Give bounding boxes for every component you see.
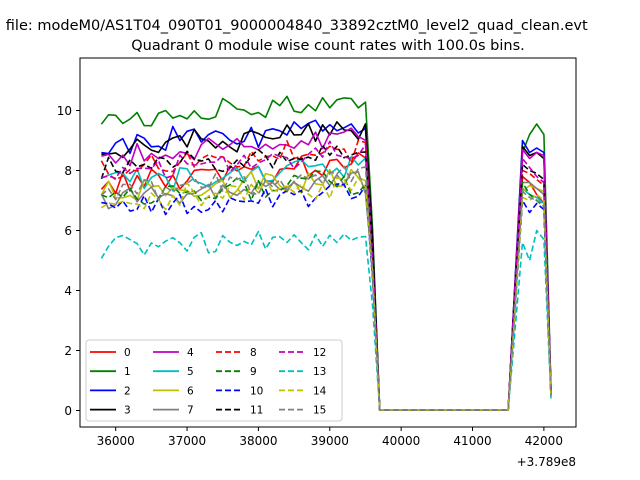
y-tick-label: 4 [64,284,72,298]
y-tick-label: 8 [64,164,72,178]
x-tick-label: 42000 [525,434,563,448]
legend-label-3: 3 [124,405,131,417]
legend-label-15: 15 [313,405,326,417]
series-line-12 [101,140,552,411]
series-line-1 [100,95,552,411]
series-layer [100,95,552,411]
x-tick-label: 38000 [239,434,277,448]
plot-frame [79,57,577,428]
chart-title: Quadrant 0 module wise count rates with … [131,38,525,54]
series-line-13 [100,229,552,411]
y-tick-label: 10 [57,104,72,118]
legend-label-5: 5 [187,366,194,378]
figure-suptitle: n file: modeM0/AS1T04_090T01_9000004840_… [0,18,588,34]
legend-label-9: 9 [250,366,257,378]
legend-label-8: 8 [250,347,257,359]
x-offset-label: +3.789e8 [517,455,576,469]
series-line-3 [101,121,552,411]
series-line-15 [100,165,552,411]
legend-label-6: 6 [187,385,194,397]
y-tick-label: 0 [64,404,72,418]
legend-label-14: 14 [313,385,327,397]
y-axis: 0 2 4 6 8 10 [57,104,80,418]
x-tick-label: 40000 [382,434,420,448]
legend-label-10: 10 [250,385,263,397]
legend-label-1: 1 [124,366,131,378]
legend-label-12: 12 [313,347,326,359]
y-tick-label: 6 [64,224,72,238]
legend-label-2: 2 [124,385,131,397]
legend-label-7: 7 [187,405,194,417]
legend-label-13: 13 [313,366,326,378]
x-tick-label: 39000 [311,434,349,448]
y-tick-label: 2 [64,344,72,358]
x-tick-label: 41000 [453,434,491,448]
x-axis: 36000 37000 38000 39000 40000 41000 42000 [97,427,563,448]
legend-label-4: 4 [187,347,194,359]
x-tick-label: 36000 [97,434,135,448]
legend-label-11: 11 [250,405,263,417]
legend-label-0: 0 [124,347,131,359]
legend-box [85,339,343,422]
x-tick-label: 37000 [168,434,206,448]
